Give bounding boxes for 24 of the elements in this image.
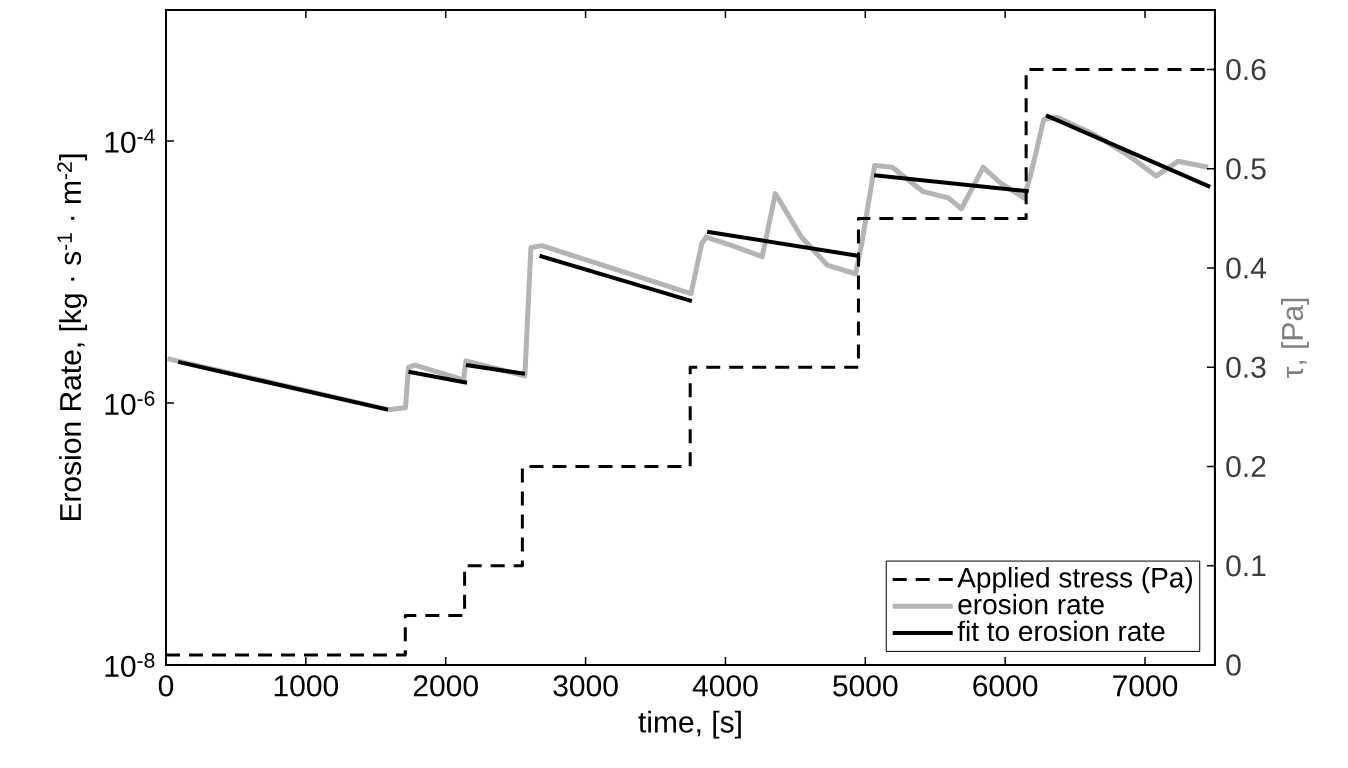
y2-tick-label: 0.5 (1226, 158, 1266, 180)
x-axis-title: time, [s] (638, 710, 741, 739)
x-tick-label: 7000 (1113, 675, 1178, 697)
y2-tick-label: 0 (1226, 654, 1241, 676)
y2-tick-label: 0.6 (1226, 58, 1266, 81)
y-tick-label: 10$^{-6}$ (105, 391, 155, 415)
x-tick-label: 6000 (973, 675, 1038, 697)
x-tick-label: 5000 (833, 675, 898, 697)
y-tick-label: 10$^{-4}$ (105, 129, 155, 153)
x-tick-label: 0 (158, 675, 174, 697)
y-axis-title: Erosion Rate, [kg · s$^{-1}$ · m$^{-2}$] (57, 154, 88, 521)
y-tick-label: 10$^{-8}$ (105, 653, 155, 677)
x-tick-label: 1000 (274, 675, 339, 697)
y2-tick-label: 0.4 (1226, 257, 1266, 279)
y2-tick-label: 0.2 (1226, 455, 1266, 478)
x-tick-label: 4000 (692, 675, 758, 697)
y2-axis-title: τ, [Pa] (1281, 298, 1309, 379)
legend-label: Applied stress (Pa) (957, 567, 1192, 594)
y2-tick-label: 0.1 (1226, 555, 1266, 577)
legend-label: erosion rate (958, 593, 1104, 615)
y2-tick-label: 0.3 (1226, 356, 1266, 378)
legend-label: fit to erosion rate (957, 620, 1165, 642)
x-tick-label: 2000 (413, 675, 478, 697)
x-tick-label: 3000 (553, 675, 618, 697)
